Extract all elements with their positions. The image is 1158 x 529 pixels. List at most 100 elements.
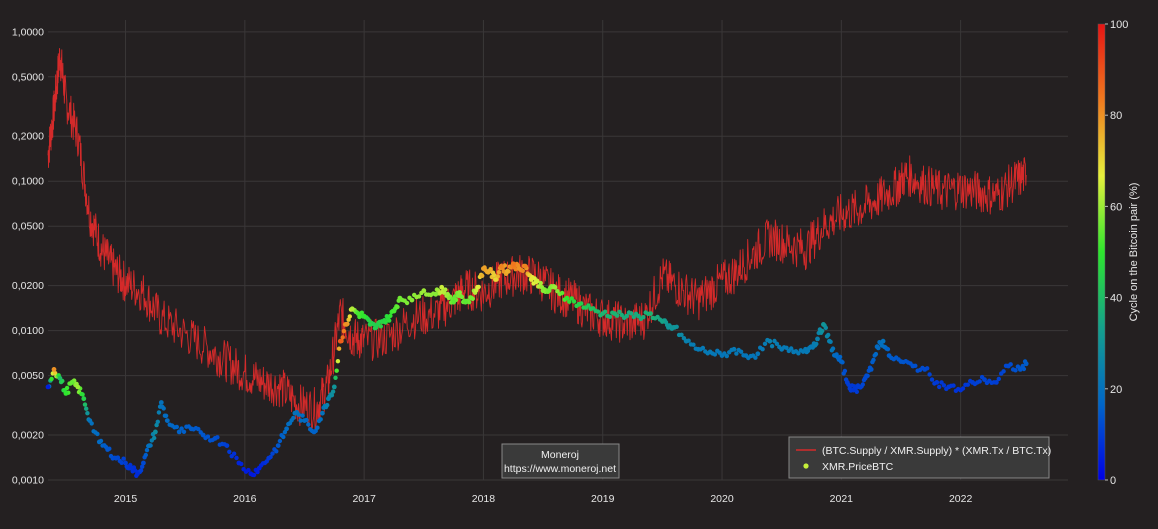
price-point [457, 290, 462, 295]
price-dot-interp [154, 422, 159, 428]
price-point [934, 380, 940, 385]
price-dot-interp [977, 379, 982, 384]
price-dot-interp [291, 415, 296, 421]
price-point [69, 380, 75, 385]
price-point [1023, 361, 1029, 367]
colorbar-tick-label: 0 [1110, 475, 1116, 487]
price-point [856, 384, 862, 390]
price-point [397, 295, 403, 301]
price-dot-interp [227, 449, 232, 454]
y-tick-label: 0,0020 [12, 430, 44, 442]
price-dot-interp [826, 332, 831, 338]
price-point [164, 418, 170, 423]
price-dot-interp [49, 376, 54, 382]
colorbar: 0 20 40 60 80 100 Cycle on the Bitcoin pair (%… [1097, 19, 1140, 487]
price-point [51, 367, 57, 372]
price-dot-interp [359, 310, 364, 315]
price-dot-interp [641, 315, 646, 320]
x-tick-label: 2017 [352, 493, 376, 505]
price-dot-interp [1001, 369, 1006, 374]
price-point [385, 316, 391, 322]
price-point [880, 338, 886, 344]
annotation-url[interactable]: https://www.moneroj.net [504, 463, 616, 475]
legend-label-scatter: XMR.PriceBTC [822, 461, 894, 473]
y-tick-label: 0,0100 [12, 325, 44, 337]
price-dot-interp [762, 341, 768, 346]
price-dot-interp [567, 299, 572, 304]
price-dot-interp [1021, 366, 1027, 372]
price-point [113, 455, 119, 461]
price-dot-interp [738, 349, 744, 354]
price-dot-interp [174, 424, 179, 430]
price-dot-interp [234, 455, 239, 461]
price-dot-interp [143, 452, 148, 458]
price-dot-interp [823, 325, 828, 330]
price-dot-interp [784, 345, 789, 350]
price-dot-interp [631, 314, 636, 320]
price-dot-interp [347, 314, 352, 319]
price-dot-interp [513, 267, 518, 272]
price-dot-interp [617, 309, 622, 314]
price-point [224, 443, 230, 448]
price-dot-interp [336, 346, 342, 351]
legend-item-line[interactable]: (BTC.Supply / XMR.Supply) * (XMR.Tx / BT… [796, 445, 1051, 457]
price-dot-interp [231, 451, 237, 456]
price-dot-interp [873, 351, 879, 357]
price-point [648, 311, 653, 316]
price-dot-interp [796, 351, 801, 356]
price-point [96, 439, 102, 445]
price-point [695, 346, 701, 352]
price-dot-interp [121, 456, 126, 461]
price-point [534, 278, 540, 284]
grid-lines [48, 20, 1068, 481]
colorbar-tick-label: 80 [1110, 110, 1122, 122]
price-dot-interp [734, 351, 739, 356]
y-tick-label: 0,2000 [12, 131, 44, 143]
y-axis: 1,0000 0,5000 0,2000 0,1000 0,0500 0,0200 0,01… [12, 26, 44, 486]
x-tick-label: 2020 [710, 493, 734, 505]
price-point [755, 351, 761, 357]
price-dot-interp [395, 304, 400, 310]
price-point [141, 460, 146, 466]
price-dot-interp [404, 300, 410, 306]
y-tick-label: 0,0010 [12, 475, 44, 487]
price-point [475, 284, 480, 290]
legend-item-scatter[interactable]: XMR.PriceBTC [803, 461, 894, 473]
price-point [266, 455, 272, 461]
price-dot-interp [318, 417, 323, 422]
annotation-title: Moneroj [541, 449, 579, 461]
x-axis: 2015 2016 2017 2018 2019 2020 2021 2022 [114, 493, 973, 505]
price-point [391, 308, 397, 314]
price-dot-interp [927, 372, 932, 377]
price-point [349, 306, 355, 312]
x-tick-label: 2019 [591, 493, 615, 505]
annotation-box[interactable]: Moneroj https://www.moneroj.net [501, 443, 620, 479]
price-point [105, 447, 110, 452]
price-point [809, 344, 814, 350]
price-dot-interp [378, 324, 383, 329]
price-dot-interp [330, 389, 336, 394]
price-point [994, 380, 999, 385]
price-dot-interp [82, 402, 88, 407]
price-point [451, 299, 456, 305]
price-dot-interp [296, 412, 301, 417]
price-dot-interp [629, 311, 634, 316]
price-point [504, 268, 510, 274]
price-dot-interp [860, 382, 865, 387]
price-dot-interp [119, 460, 124, 465]
price-point [373, 325, 379, 330]
price-point [200, 432, 206, 438]
price-point [326, 396, 331, 402]
price-point [355, 311, 361, 316]
price-point [1006, 363, 1011, 369]
price-point [838, 359, 844, 364]
price-dot-interp [163, 413, 169, 418]
price-dot-interp [1013, 368, 1018, 373]
price-dot-interp [333, 375, 338, 380]
x-tick-label: 2022 [949, 493, 973, 505]
price-dot-interp [181, 429, 187, 434]
price-point [481, 266, 486, 271]
price-dot-interp [205, 434, 211, 439]
price-dot-interp [315, 425, 320, 430]
